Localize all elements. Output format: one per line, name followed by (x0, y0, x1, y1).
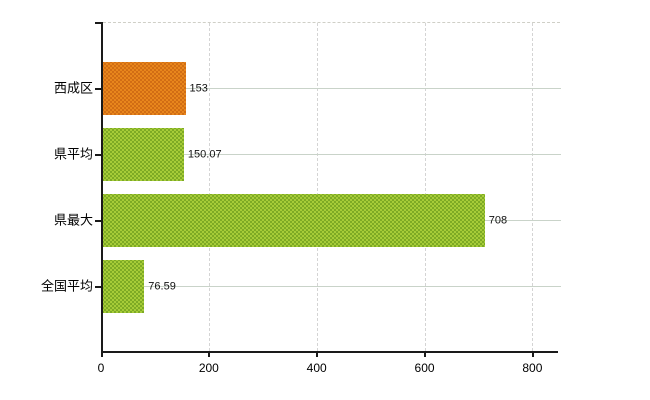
category-label: 全国平均 (40, 278, 93, 294)
gridline-vertical (316, 23, 318, 351)
x-axis-tick-label: 800 (522, 361, 543, 375)
bar (103, 194, 485, 247)
category-label: 西成区 (53, 80, 93, 96)
x-axis-tick-label: 600 (414, 361, 435, 375)
bar-value-label: 708 (488, 213, 508, 226)
category-label: 県最大 (53, 212, 93, 228)
plot-top-border (103, 22, 560, 23)
y-axis-tick (95, 285, 101, 288)
x-axis-line (101, 351, 558, 353)
gridline-vertical (208, 23, 210, 351)
x-axis-tick-label: 200 (198, 361, 219, 375)
x-axis-tick (316, 353, 319, 357)
x-axis-tick (424, 353, 427, 357)
category-label: 県平均 (53, 146, 93, 162)
gridline-vertical (424, 23, 426, 351)
y-axis-tick (95, 87, 101, 90)
x-axis-tick (100, 353, 103, 357)
plot-area: 153 150.07 708 76.59 (95, 22, 561, 357)
gridline-horizontal (103, 88, 561, 89)
bar-value-label: 150.07 (187, 147, 222, 160)
gridline-horizontal (103, 154, 561, 155)
gridline-vertical (532, 23, 534, 351)
bar-value-label: 153 (189, 81, 208, 94)
bar (103, 62, 186, 115)
x-axis-tick-label: 400 (306, 361, 327, 375)
y-axis-top-tick (95, 22, 101, 24)
bar-value-label: 76.59 (148, 279, 176, 292)
x-axis-tick (208, 353, 211, 357)
y-axis-tick (95, 219, 101, 222)
x-axis-tick-label: 0 (97, 361, 105, 375)
bar (103, 260, 145, 313)
x-axis-tick (531, 353, 534, 357)
y-axis-line (101, 22, 103, 353)
gridline-horizontal (103, 286, 561, 287)
y-axis-tick (95, 153, 101, 156)
bar (103, 128, 184, 181)
